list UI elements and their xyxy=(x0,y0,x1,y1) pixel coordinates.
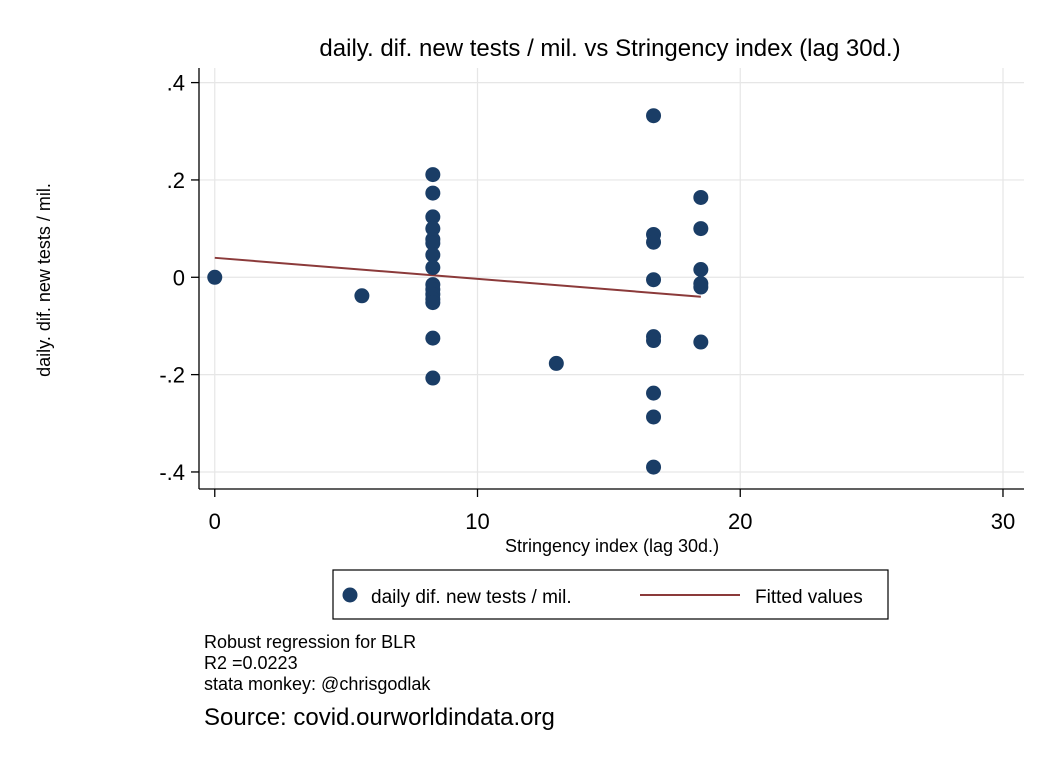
source-note: Source: covid.ourworldindata.org xyxy=(204,704,555,731)
x-tick-label-2: 20 xyxy=(728,509,752,534)
y-axis-label: daily. dif. new tests / mil. xyxy=(34,183,54,377)
data-point-28 xyxy=(693,221,709,237)
data-point-16 xyxy=(425,370,441,386)
data-point-3 xyxy=(425,185,441,201)
data-point-18 xyxy=(646,108,662,124)
legend-marker-scatter xyxy=(342,587,358,603)
data-point-17 xyxy=(548,355,564,371)
grid-lines xyxy=(199,68,1024,489)
data-point-9 xyxy=(425,260,441,276)
data-point-8 xyxy=(425,247,441,263)
y-tick-label-1: -.2 xyxy=(159,363,185,388)
y-tick-label-3: .2 xyxy=(167,168,185,193)
chart-title: daily. dif. new tests / mil. vs Stringen… xyxy=(319,35,900,62)
data-point-32 xyxy=(693,334,709,350)
fitted-line-group xyxy=(214,256,701,298)
x-tick-label-3: 30 xyxy=(991,509,1015,534)
data-point-5 xyxy=(425,221,441,237)
x-tick-label-0: 0 xyxy=(209,509,221,534)
x-axis-label: Stringency index (lag 30d.) xyxy=(505,536,719,556)
axes xyxy=(191,68,1024,497)
note-credit: stata monkey: @chrisgodlak xyxy=(204,674,431,694)
data-point-0 xyxy=(207,269,223,285)
tick-labels: 0 10 20 30 -.4 -.2 0 .2 .4 xyxy=(159,71,1015,534)
data-point-2 xyxy=(425,167,441,183)
fitted-line xyxy=(214,256,701,298)
data-point-1 xyxy=(354,288,370,304)
legend: daily dif. new tests / mil. Fitted value… xyxy=(332,569,889,620)
legend-box xyxy=(332,569,889,620)
note-r2: R2 =0.0223 xyxy=(204,653,298,673)
data-point-4 xyxy=(425,209,441,225)
y-tick-label-2: 0 xyxy=(173,265,185,290)
data-point-23 xyxy=(646,333,662,349)
data-point-21 xyxy=(646,272,662,288)
legend-label-fitted: Fitted values xyxy=(755,587,863,608)
data-point-31 xyxy=(693,279,709,295)
note-regression: Robust regression for BLR xyxy=(204,632,417,652)
data-point-26 xyxy=(646,459,662,475)
y-tick-label-0: -.4 xyxy=(159,460,185,485)
x-tick-label-1: 10 xyxy=(465,509,489,534)
data-point-29 xyxy=(693,261,709,277)
data-point-15 xyxy=(425,330,441,346)
data-point-24 xyxy=(646,385,662,401)
data-point-20 xyxy=(646,234,662,250)
y-tick-label-4: .4 xyxy=(167,71,185,96)
data-point-7 xyxy=(425,235,441,251)
scatter-points xyxy=(207,108,709,475)
data-point-25 xyxy=(646,409,662,425)
data-point-14 xyxy=(425,295,441,311)
notes: Robust regression for BLR R2 =0.0223 sta… xyxy=(204,632,430,695)
legend-label-scatter: daily dif. new tests / mil. xyxy=(371,587,572,608)
data-point-27 xyxy=(693,189,709,205)
